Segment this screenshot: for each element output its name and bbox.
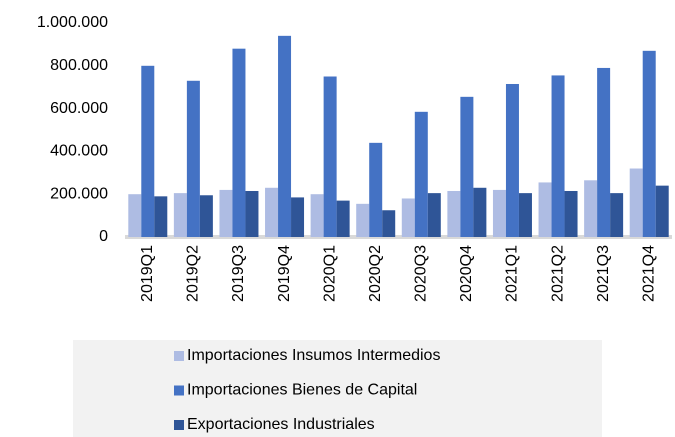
legend-label: Importaciones Bienes de Capital: [187, 382, 417, 399]
bar: [538, 182, 552, 237]
bar: [584, 180, 598, 237]
bar: [232, 48, 246, 238]
bar: [128, 194, 142, 237]
x-tick-label: 2019Q3: [230, 245, 247, 302]
bar: [310, 194, 324, 237]
bar: [655, 185, 669, 237]
x-tick-label: 2019Q1: [139, 245, 156, 302]
bar: [186, 80, 200, 237]
x-tick-label: 2020Q1: [321, 245, 338, 302]
bar: [629, 168, 643, 237]
bar: [505, 83, 519, 238]
bar: [564, 190, 578, 237]
legend-label: Exportaciones Industriales: [187, 416, 375, 433]
legend-swatch: [174, 351, 184, 361]
x-tick-label: 2021Q2: [549, 245, 566, 302]
bar: [492, 189, 506, 237]
bar: [447, 190, 461, 237]
legend-swatch: [174, 385, 184, 396]
bar: [610, 193, 624, 237]
bar: [382, 210, 396, 237]
bar: [369, 142, 383, 237]
bar: [245, 190, 259, 237]
x-tick-label: 2021Q4: [640, 245, 657, 302]
bar: [473, 187, 487, 237]
bar: [278, 35, 292, 238]
x-tick-label: 2020Q3: [413, 245, 430, 302]
floor: [125, 235, 672, 239]
bar: [460, 96, 474, 237]
bar: [154, 196, 168, 237]
y-tick-label: 200.000: [50, 185, 108, 202]
bar: [323, 76, 337, 237]
bar: [336, 200, 350, 237]
bar: [291, 197, 305, 237]
x-tick-label: 2019Q2: [185, 245, 202, 302]
bar: [642, 50, 656, 237]
x-tick-label: 2021Q1: [504, 245, 521, 302]
bar: [597, 67, 611, 237]
legend-swatch: [174, 420, 184, 430]
x-tick-label: 2020Q2: [367, 245, 384, 302]
bar: [199, 195, 213, 237]
y-tick-label: 800.000: [50, 57, 108, 74]
bar: [356, 203, 370, 237]
bar: [414, 111, 428, 237]
legend-label: Importaciones Insumos Intermedios: [187, 347, 440, 364]
bar: [265, 187, 279, 237]
bar: [401, 198, 415, 237]
bar: [518, 193, 532, 237]
y-tick-label: 1.000.000: [37, 14, 108, 31]
bar: [219, 189, 233, 237]
y-tick-label: 600.000: [50, 100, 108, 117]
x-tick-label: 2020Q4: [458, 245, 475, 302]
x-tick-label: 2019Q4: [276, 245, 293, 302]
y-tick-label: 400.000: [50, 143, 108, 160]
x-tick-label: 2021Q3: [595, 245, 612, 302]
legend-box: [73, 340, 602, 437]
bar: [141, 65, 155, 237]
y-tick-label: 0: [99, 228, 108, 245]
bar: [427, 193, 441, 237]
bar: [173, 193, 187, 237]
bar: [551, 75, 565, 238]
